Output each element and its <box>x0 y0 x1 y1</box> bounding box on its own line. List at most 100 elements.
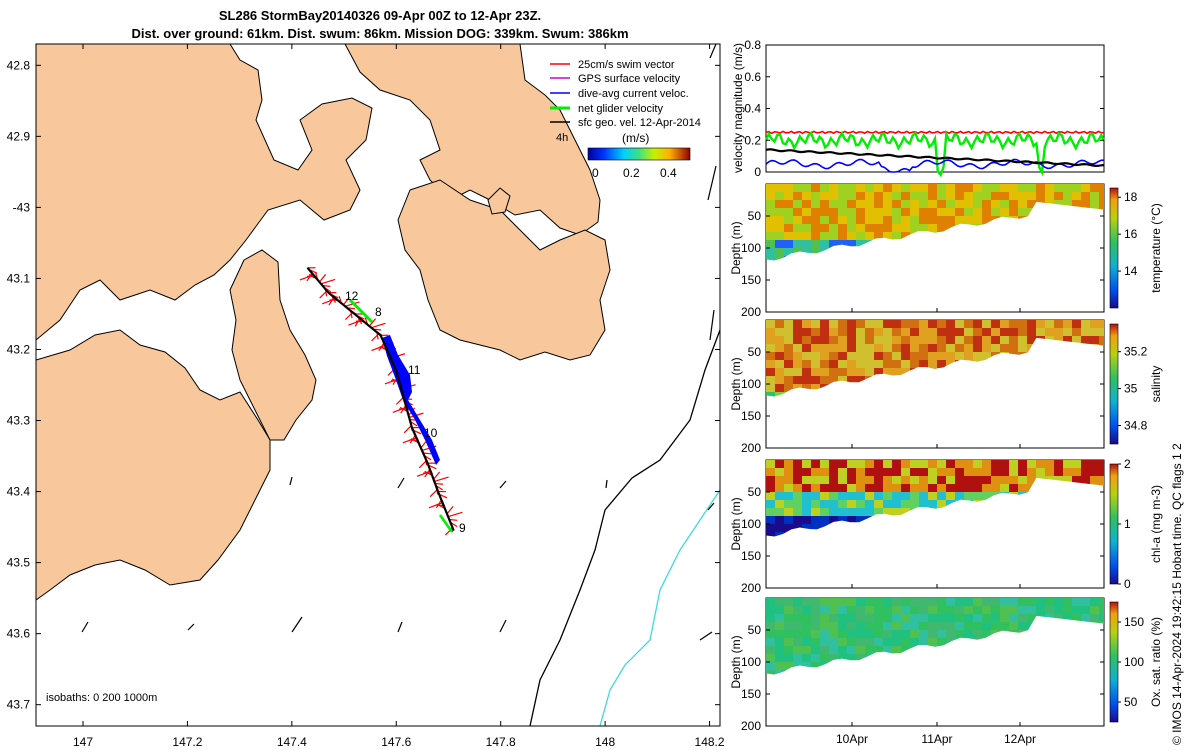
section-cell <box>802 476 811 484</box>
section-cell <box>1018 336 1027 344</box>
section-cell <box>973 468 982 476</box>
section-cell <box>793 208 802 216</box>
section-cell <box>946 328 955 336</box>
section-cell <box>802 646 811 654</box>
section-cell <box>820 606 829 614</box>
colorbar-tick-label: 18 <box>1124 190 1138 204</box>
section-cell <box>937 622 946 630</box>
section-cell <box>964 476 973 484</box>
section-cell <box>775 384 784 392</box>
chl-a-panel: 50 100 150 200 Depth (m) 0 1 2 chl-a (mg m-3) <box>729 457 1163 595</box>
section-cell <box>1000 184 1009 192</box>
section-cell <box>1009 192 1018 200</box>
section-cell <box>856 500 865 508</box>
section-cell <box>892 630 901 638</box>
map-colorbar-tick: 0 <box>592 166 599 180</box>
section-cell <box>919 468 928 476</box>
colorbar-tick-label: 14 <box>1124 264 1138 278</box>
section-cell <box>793 630 802 638</box>
section-cell <box>829 216 838 224</box>
section-cell <box>865 328 874 336</box>
section-cell <box>775 598 784 606</box>
section-cell <box>1018 344 1027 352</box>
section-cell <box>766 336 775 344</box>
section-cell <box>766 320 775 328</box>
section-cell <box>856 336 865 344</box>
section-cell <box>793 376 802 384</box>
time-tick-12apr: 12Apr <box>1004 732 1036 746</box>
section-cell <box>802 368 811 376</box>
section-cell <box>928 320 937 328</box>
section-cell <box>910 352 919 360</box>
section-cell <box>811 492 820 500</box>
section-cell <box>901 460 910 468</box>
section-cell <box>892 606 901 614</box>
section-cell <box>766 598 775 606</box>
section-cell <box>775 468 784 476</box>
section-cell <box>811 646 820 654</box>
depth-tick-label: 200 <box>741 719 761 733</box>
section-cell <box>883 476 892 484</box>
map-colorbar-label: (m/s) <box>622 131 649 145</box>
section-cell <box>1054 336 1063 344</box>
section-cell <box>766 662 775 670</box>
title-line-2: Dist. over ground: 61km. Dist. swum: 86k… <box>131 26 628 41</box>
section-cell <box>820 508 829 516</box>
section-cell <box>982 328 991 336</box>
land-masses <box>36 44 611 601</box>
section-cell <box>775 216 784 224</box>
section-cell <box>793 216 802 224</box>
velocity-ytick-label: 0.6 <box>744 70 761 84</box>
section-cell <box>910 344 919 352</box>
section-cell <box>874 208 883 216</box>
section-cell <box>838 320 847 328</box>
section-cell <box>865 500 874 508</box>
section-cell <box>892 216 901 224</box>
section-cell <box>802 240 811 248</box>
section-cell <box>766 232 775 240</box>
section-cell <box>838 508 847 516</box>
section-cell <box>766 328 775 336</box>
section-cell <box>955 598 964 606</box>
section-cell <box>982 492 991 500</box>
section-cell <box>964 622 973 630</box>
section-cell <box>973 606 982 614</box>
section-cell <box>901 484 910 492</box>
section-cell <box>847 622 856 630</box>
section-cell <box>847 368 856 376</box>
section-cell <box>766 460 775 468</box>
section-cell <box>946 344 955 352</box>
section-cell <box>883 184 892 192</box>
section-cell <box>820 598 829 606</box>
geo-arrow <box>81 621 89 633</box>
section-cell <box>775 476 784 484</box>
section-cell <box>856 508 865 516</box>
section-cell <box>892 352 901 360</box>
section-cell <box>775 392 784 397</box>
section-cell <box>1072 598 1081 606</box>
section-cell <box>793 468 802 476</box>
section-cell <box>784 654 793 662</box>
section-cell <box>766 344 775 352</box>
map-colorbar-tick: 0.4 <box>660 166 677 180</box>
section-cell <box>928 192 937 200</box>
section-cell <box>874 200 883 208</box>
section-cell <box>910 598 919 606</box>
section-cell <box>775 224 784 232</box>
section-cell <box>820 360 829 368</box>
section-cell <box>784 630 793 638</box>
section-cell <box>847 232 856 240</box>
section-cell <box>856 224 865 232</box>
section-cell <box>1009 614 1018 622</box>
section-cell <box>892 638 901 646</box>
section-cell <box>892 598 901 606</box>
colorbar-tick-label: 150 <box>1124 615 1144 629</box>
section-cell <box>856 368 865 376</box>
section-cell <box>955 352 964 360</box>
section-cell <box>784 232 793 240</box>
section-cell <box>1063 606 1072 614</box>
section-cell <box>856 240 865 248</box>
section-cell <box>847 184 856 192</box>
section-cell <box>784 524 793 532</box>
section-cell <box>991 622 1000 630</box>
